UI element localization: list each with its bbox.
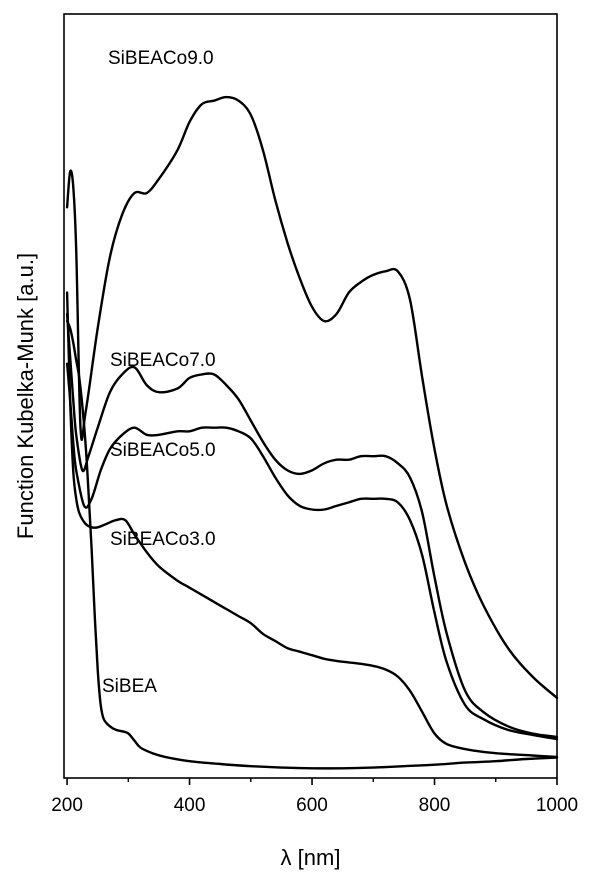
- x-axis: 200 400 600 800 1000: [51, 778, 578, 816]
- x-tick-label: 1000: [536, 795, 578, 816]
- series-label-sibeaco5-0: SiBEACo5.0: [110, 440, 216, 461]
- series-line-sibeaco9-0: [65, 95, 559, 700]
- x-tick-label: 200: [51, 795, 83, 816]
- series-layer: [65, 95, 559, 770]
- annotation-layer: SiBEACo9.0 SiBEACo7.0 SiBEACo5.0 SiBEACo3.0…: [102, 48, 216, 697]
- series-label-sibea: SiBEA: [102, 676, 157, 697]
- series-line-sibeaco5-0: [65, 362, 559, 741]
- x-tick-label: 400: [174, 795, 206, 816]
- series-label-sibeaco3-0: SiBEACo3.0: [110, 529, 216, 550]
- series-line-sibeaco7-0: [65, 312, 559, 739]
- plot-frame: [63, 13, 558, 779]
- y-axis-title: Function Kubelka-Munk [a.u.]: [13, 253, 38, 539]
- series-label-sibeaco7-0: SiBEACo7.0: [110, 350, 216, 371]
- x-tick-label: 600: [296, 795, 328, 816]
- series-line-sibea: [65, 319, 559, 770]
- x-axis-title: λ [nm]: [281, 845, 341, 870]
- series-label-sibeaco9-0: SiBEACo9.0: [108, 48, 214, 69]
- x-tick-label: 800: [419, 795, 451, 816]
- series-line-sibeaco3-0: [65, 291, 559, 759]
